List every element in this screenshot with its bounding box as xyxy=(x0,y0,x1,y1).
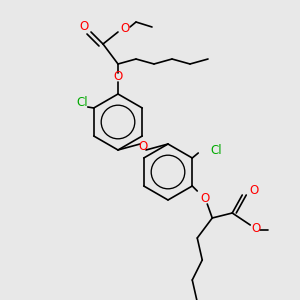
Text: O: O xyxy=(252,223,261,236)
Text: O: O xyxy=(250,184,259,196)
Text: Cl: Cl xyxy=(76,95,88,109)
Text: O: O xyxy=(138,140,148,154)
Text: Cl: Cl xyxy=(210,143,222,157)
Text: O: O xyxy=(113,70,123,83)
Text: O: O xyxy=(120,22,130,34)
Text: O: O xyxy=(201,193,210,206)
Text: O: O xyxy=(80,20,88,34)
